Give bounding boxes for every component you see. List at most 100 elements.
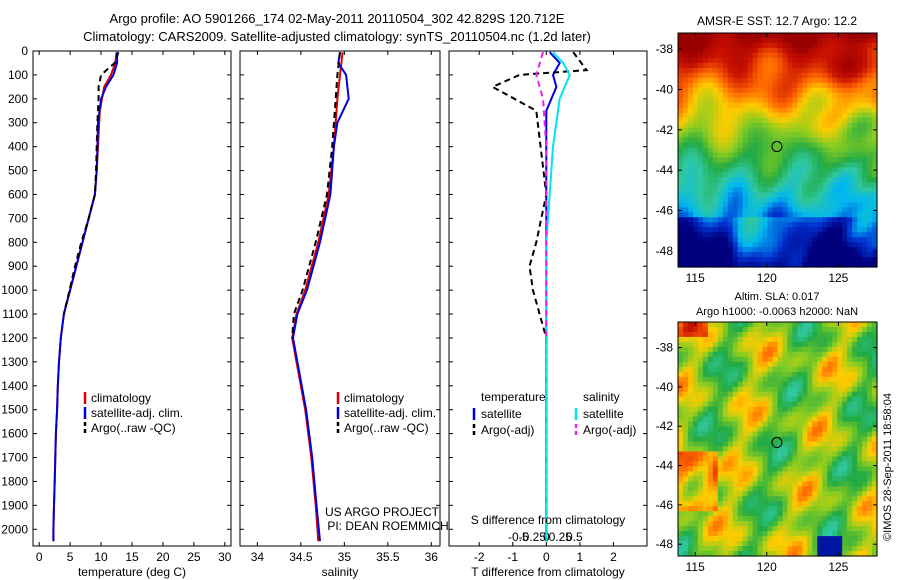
map-cell <box>692 112 699 119</box>
map-cell <box>797 366 803 373</box>
map-cell <box>817 396 823 403</box>
map-cell <box>872 177 878 183</box>
map-cell <box>747 371 754 378</box>
map-cell <box>807 87 813 94</box>
map-cell <box>762 341 769 348</box>
map-cell <box>682 62 689 69</box>
map-cell <box>872 242 878 248</box>
map-cell <box>712 102 719 109</box>
map-cell <box>712 506 719 512</box>
map-cell <box>742 172 749 178</box>
map-cell <box>867 536 873 542</box>
map-cell <box>737 461 744 467</box>
map-cell <box>682 446 689 453</box>
s-x-tick-label: -0.5 <box>508 530 529 544</box>
map-cell <box>722 341 729 348</box>
map-cell <box>807 112 813 119</box>
map-cell <box>732 501 739 507</box>
map-cell <box>837 33 843 39</box>
map-cell <box>752 476 759 482</box>
map-cell <box>678 526 684 532</box>
map-cell <box>697 411 704 418</box>
map-cell <box>817 426 823 433</box>
map-cell <box>857 341 863 348</box>
sst-map-frame <box>677 32 878 268</box>
map-cell <box>812 341 818 348</box>
map-cell <box>827 247 833 253</box>
map-cell <box>867 541 873 547</box>
map-cell <box>802 471 808 477</box>
map-cell <box>722 471 729 477</box>
map-cell <box>712 217 719 223</box>
map-cell <box>757 506 764 512</box>
legend-label: climatology <box>91 391 151 405</box>
map-cell <box>762 137 769 144</box>
map-cell <box>762 107 769 114</box>
map-cell <box>857 546 863 552</box>
map-cell <box>767 187 774 193</box>
map-cell <box>827 82 833 89</box>
map-cell <box>827 242 833 248</box>
map-cell <box>682 331 689 338</box>
map-cell <box>732 396 739 403</box>
map-cell <box>787 207 794 213</box>
map-cell <box>807 491 813 497</box>
map-cell <box>772 426 779 433</box>
map-cell <box>772 152 779 159</box>
map-cell <box>867 57 873 64</box>
map-cell <box>732 217 739 223</box>
map-cell <box>687 536 694 542</box>
map-cell <box>732 331 739 338</box>
map-cell <box>727 411 734 418</box>
map-cell <box>847 516 853 522</box>
map-cell <box>782 516 789 522</box>
map-cell <box>757 132 764 139</box>
map-cell <box>817 67 823 74</box>
map-cell <box>777 401 784 408</box>
map-cell <box>777 37 784 44</box>
map-cell <box>702 242 709 248</box>
map-cell <box>707 356 714 363</box>
map-cell <box>722 381 729 388</box>
map-cell <box>707 212 714 218</box>
map-cell <box>722 242 729 248</box>
map-cell <box>842 396 848 403</box>
map-cell <box>687 516 694 522</box>
map-cell <box>717 187 724 193</box>
map-cell <box>678 257 684 263</box>
map-cell <box>852 346 858 353</box>
map-cell <box>678 381 684 388</box>
map-cell <box>702 87 709 94</box>
map-cell <box>847 242 853 248</box>
map-cell <box>747 386 754 393</box>
map-cell <box>767 416 774 423</box>
map-cell <box>737 202 744 208</box>
map-cell <box>857 102 863 109</box>
map-cell <box>707 386 714 393</box>
map-cell <box>757 252 764 258</box>
map-cell <box>687 496 694 502</box>
map-cell <box>832 411 838 418</box>
map-cell <box>872 451 878 458</box>
map-cell <box>697 441 704 448</box>
map-cell <box>842 471 848 477</box>
map-cell <box>807 326 813 333</box>
map-cell <box>727 366 734 373</box>
depth-tick-label: 100 <box>8 68 28 82</box>
map-cell <box>687 431 694 438</box>
map-cell <box>767 252 774 258</box>
map-cell <box>832 232 838 238</box>
map-cell <box>727 386 734 393</box>
map-cell <box>727 446 734 453</box>
map-cell <box>678 132 684 139</box>
map-cell <box>722 426 729 433</box>
map-cell <box>847 62 853 69</box>
map-cell <box>852 466 858 472</box>
map-cell <box>807 471 813 477</box>
map-cell <box>757 92 764 99</box>
map-cell <box>867 326 873 333</box>
map-cell <box>692 222 699 228</box>
map-cell <box>817 506 823 512</box>
map-cell <box>797 406 803 413</box>
map-cell <box>812 127 818 134</box>
